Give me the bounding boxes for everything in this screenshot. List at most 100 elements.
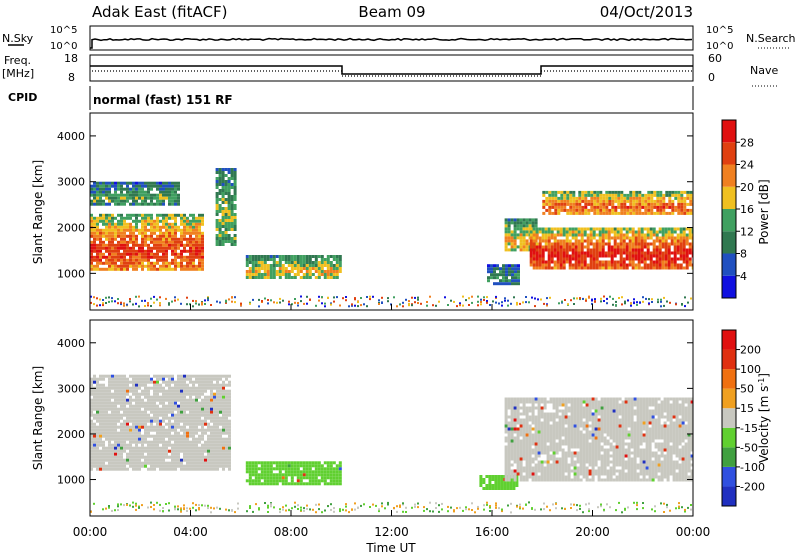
power-cell: [189, 213, 192, 217]
power-cell: [135, 267, 138, 271]
power-cell: [670, 257, 674, 261]
velocity-cell: [132, 440, 135, 444]
power-cell: [622, 227, 626, 231]
power-cell: [504, 236, 508, 240]
velocity-cell: [540, 439, 544, 443]
power-cell: [538, 236, 542, 240]
power-cell: [159, 264, 162, 268]
velocity-cell: [132, 446, 135, 450]
power-cell: [599, 193, 603, 197]
power-cell: [126, 249, 129, 253]
power-cell: [302, 264, 306, 267]
velocity-cell: [534, 445, 538, 449]
velocity-cell: [284, 464, 288, 468]
power-cell: [598, 227, 602, 231]
velocity-cell: [147, 416, 150, 420]
power-cell: [661, 227, 665, 231]
power-cell: [171, 184, 174, 188]
power-cell: [326, 255, 330, 258]
power-cell: [108, 222, 111, 226]
power-cell: [659, 202, 663, 206]
velocity-cell: [189, 416, 192, 420]
power-cell: [162, 258, 165, 262]
velocity-cell: [141, 440, 144, 444]
power-cell: [636, 301, 638, 304]
velocity-cell: [302, 473, 306, 477]
power-cell: [544, 260, 548, 264]
velocity-cell: [207, 377, 210, 381]
velocity-cell: [99, 398, 102, 402]
velocity-cell: [210, 464, 213, 468]
power-cell: [171, 193, 174, 197]
power-cell: [159, 190, 162, 194]
velocity-cell: [132, 398, 135, 402]
velocity-cell: [546, 421, 550, 425]
power-cell: [230, 201, 234, 204]
velocity-cell: [531, 460, 535, 464]
power-cell: [649, 251, 653, 255]
velocity-cell: [129, 416, 132, 420]
velocity-cell: [108, 461, 111, 465]
velocity-cell: [177, 389, 180, 393]
velocity-cell: [162, 389, 165, 393]
velocity-cell: [138, 386, 141, 390]
power-cell: [668, 196, 672, 200]
velocity-cell: [174, 458, 177, 462]
velocity-cell: [320, 479, 324, 483]
velocity-cell: [138, 428, 141, 432]
velocity-cell: [329, 479, 333, 483]
power-cell: [606, 302, 608, 305]
velocity-cell: [219, 464, 222, 468]
power-cell: [556, 242, 560, 246]
power-cell: [575, 208, 579, 212]
power-cell: [183, 243, 186, 247]
velocity-cell: [204, 467, 207, 471]
velocity-cell: [525, 454, 529, 458]
power-cell: [227, 207, 231, 210]
power-cell: [519, 248, 523, 252]
velocity-cell: [525, 415, 529, 419]
velocity-cell: [552, 478, 556, 482]
power-cell: [165, 240, 168, 244]
power-cell: [493, 273, 496, 277]
power-cell: [156, 222, 159, 226]
power-cell: [93, 267, 96, 271]
velocity-cell: [129, 374, 132, 378]
power-cell: [631, 227, 635, 231]
velocity-cell: [314, 461, 318, 465]
power-cell: [426, 301, 428, 303]
power-cell: [183, 249, 186, 253]
velocity-cell: [135, 410, 138, 414]
velocity-cell: [162, 410, 165, 414]
velocity-cell: [156, 407, 159, 411]
power-cell: [661, 233, 665, 237]
power-cell: [156, 181, 159, 185]
power-cell: [623, 199, 627, 203]
velocity-cell: [531, 409, 535, 413]
power-cell: [135, 255, 138, 259]
velocity-cell: [506, 481, 510, 484]
power-cell: [628, 245, 632, 249]
power-cell: [637, 227, 641, 231]
velocity-cell: [177, 413, 180, 417]
power-cell: [502, 276, 505, 280]
velocity-cell: [299, 476, 303, 480]
power-cell: [496, 273, 499, 277]
power-cell: [221, 213, 225, 216]
velocity-cell: [183, 434, 186, 438]
power-cell: [198, 237, 201, 241]
velocity-cell: [225, 422, 228, 426]
velocity-cell: [90, 392, 93, 396]
velocity-cell: [135, 461, 138, 465]
velocity-cell: [228, 461, 231, 465]
velocity-cell: [204, 440, 207, 444]
velocity-cell: [171, 386, 174, 390]
velocity-cell: [260, 473, 264, 477]
velocity-cell: [528, 433, 532, 437]
velocity-cell: [156, 410, 159, 414]
velocity-cell: [269, 464, 273, 468]
power-cell: [543, 302, 545, 305]
power-cell: [542, 211, 546, 215]
velocity-cell: [156, 380, 159, 384]
